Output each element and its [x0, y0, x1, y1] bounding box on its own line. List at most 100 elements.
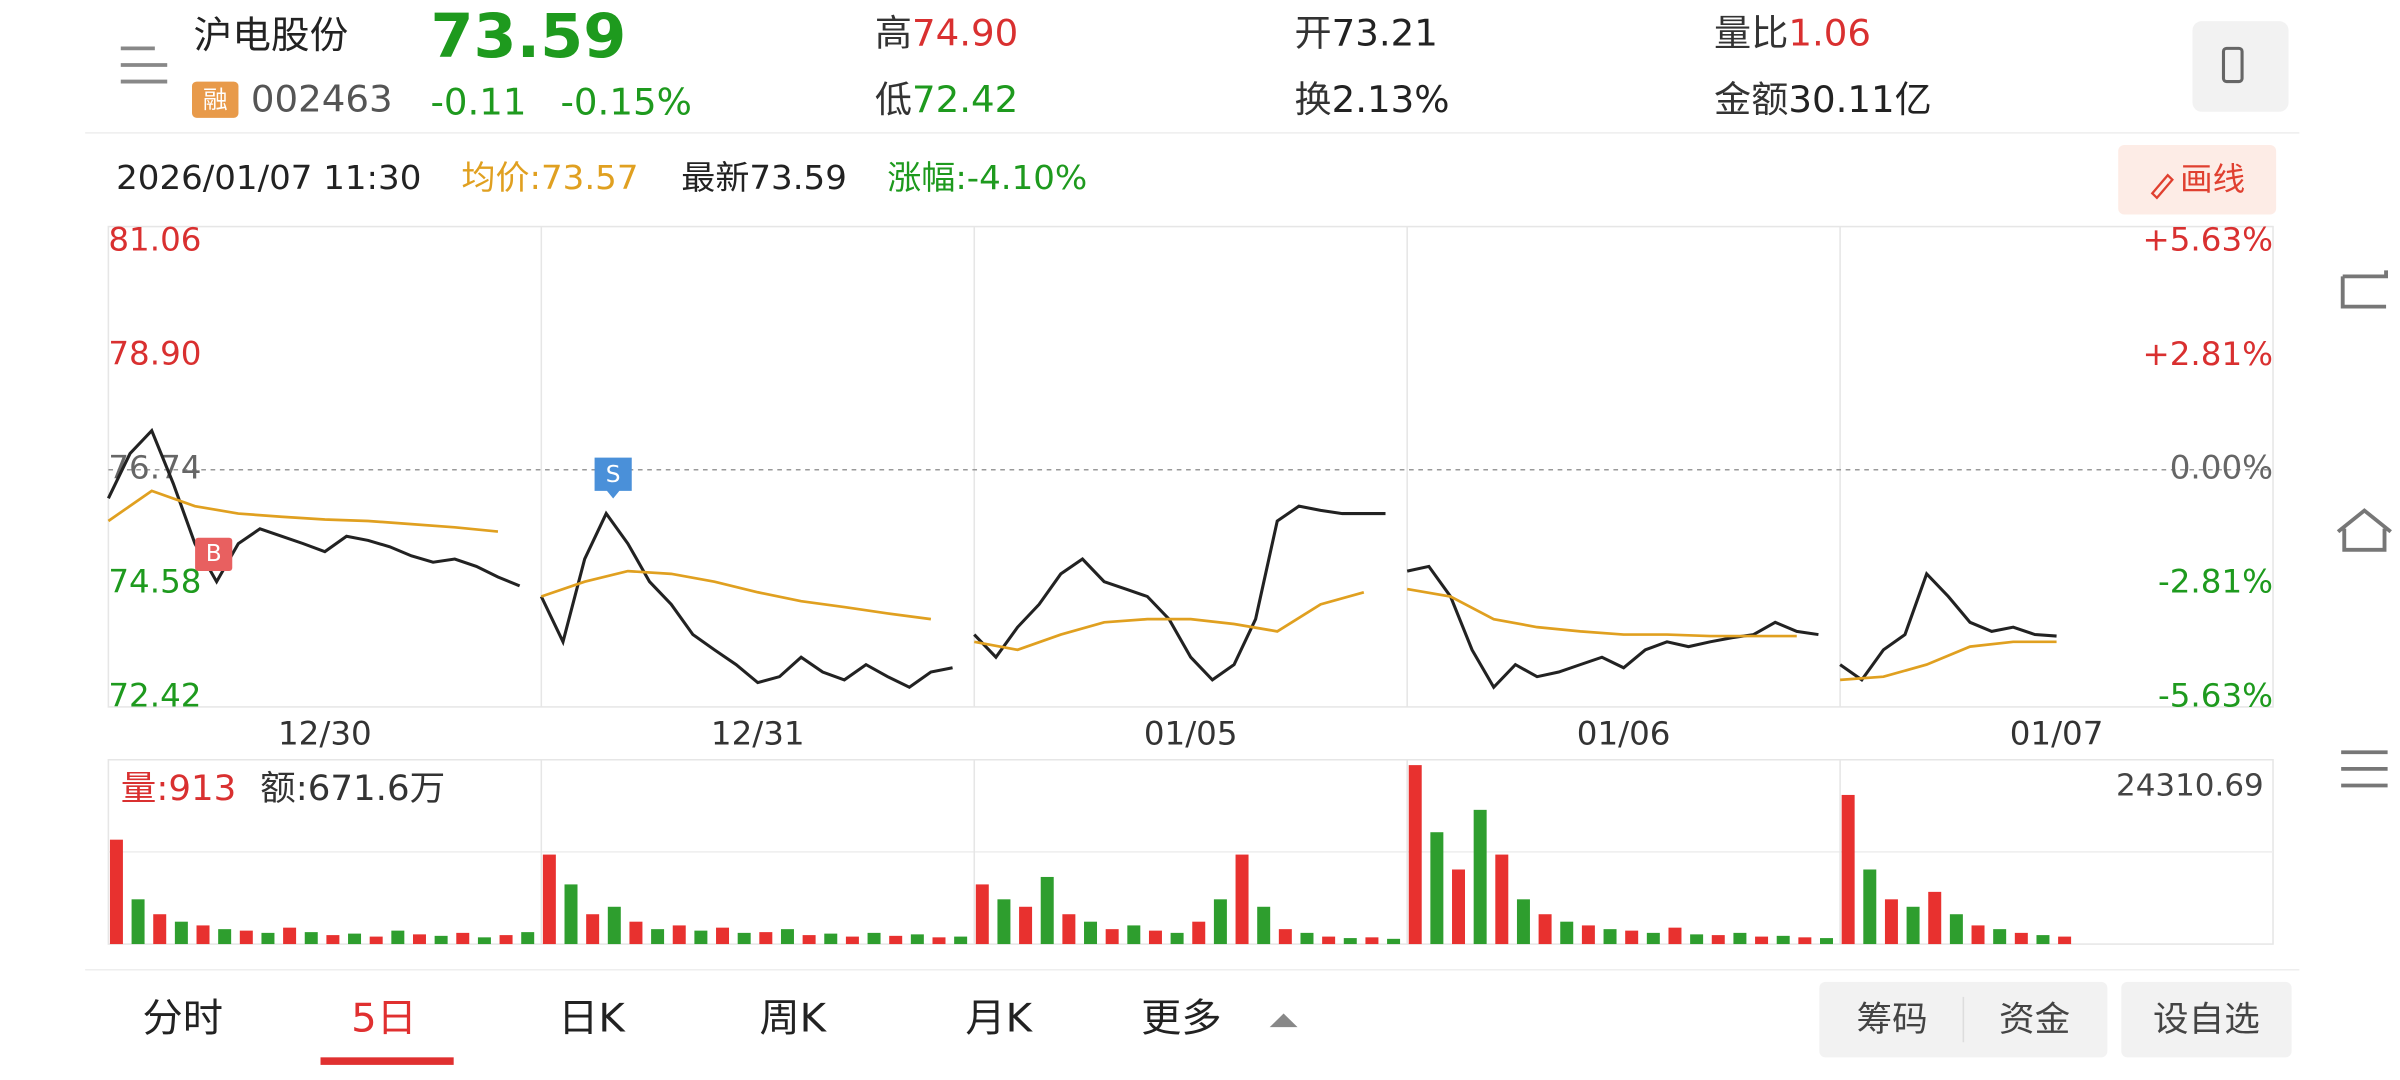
home-icon[interactable] — [2336, 508, 2392, 552]
volume-bar — [369, 936, 383, 945]
margin-badge: 融 — [203, 85, 228, 114]
watchlist-button[interactable]: 设自选 — [2153, 999, 2260, 1039]
y2-tick-label: -5.63% — [2158, 677, 2273, 715]
stat: 高74.90 — [875, 12, 1018, 54]
more-arrow — [1269, 1013, 1298, 1028]
info-avg: 均价:73.57 — [461, 159, 638, 198]
volume-bar — [651, 929, 665, 945]
y-tick-label: 74.58 — [108, 563, 201, 601]
fund-button[interactable]: 资金 — [1999, 999, 2070, 1039]
volume-bar — [348, 933, 362, 945]
tabs: 分时 5日 日K 周K 月K 更多 — [142, 996, 1298, 1065]
y-tick-label: 81.06 — [108, 221, 201, 259]
chip-button[interactable]: 筹码 — [1857, 999, 1928, 1039]
volume-bar — [109, 839, 123, 945]
volume-bar — [997, 899, 1011, 945]
stat-label: 量比 — [1714, 12, 1788, 54]
volume-bar — [1755, 936, 1769, 945]
volume-bar — [456, 932, 470, 945]
volume-bar — [1625, 930, 1639, 945]
buy-marker[interactable] — [195, 537, 233, 571]
volume-bar — [1906, 906, 1920, 945]
volume-bar — [412, 934, 426, 945]
volume-bar — [477, 937, 491, 945]
y-tick-label: 78.90 — [108, 335, 201, 373]
volume-bar — [1322, 936, 1336, 945]
tab[interactable]: 日K — [558, 996, 626, 1041]
volume-bar — [153, 914, 167, 945]
pencil-icon — [2150, 173, 2174, 200]
volume-bar — [1430, 832, 1444, 945]
recent-icon[interactable] — [2341, 750, 2388, 788]
volume-bar — [759, 932, 773, 945]
volume-bar — [1581, 925, 1595, 945]
stat: 低72.42 — [875, 78, 1018, 120]
volume-bar — [1993, 929, 2007, 945]
volume-bar — [261, 932, 275, 945]
volume-bar — [1971, 925, 1985, 945]
volume-bar — [1668, 927, 1682, 945]
tab[interactable]: 5日 — [351, 996, 417, 1041]
stat: 开73.21 — [1294, 12, 1437, 54]
stock-code: 002463 — [251, 78, 393, 120]
stat: 金额30.11亿 — [1714, 78, 1932, 120]
volume-bar — [1473, 809, 1487, 945]
tab[interactable]: 更多 — [1141, 996, 1221, 1041]
volume-bar — [326, 935, 340, 945]
button-bg — [2121, 981, 2292, 1058]
sell-label: S — [606, 462, 621, 488]
change-pct: -0.15% — [561, 81, 692, 123]
amount-label: 额:671.6万 — [260, 768, 445, 808]
volume-bar — [1127, 925, 1141, 945]
volume-bar — [1257, 906, 1271, 945]
volume-bar — [1820, 938, 1833, 945]
volume-bar — [1452, 869, 1466, 945]
y2-tick-label: +2.81% — [2143, 335, 2274, 373]
stat-value: 72.42 — [912, 78, 1018, 120]
x-tick-label: 01/06 — [1577, 715, 1671, 753]
volume-bar — [1343, 938, 1357, 945]
back-icon[interactable] — [2340, 270, 2388, 309]
volume-bar — [521, 932, 535, 945]
change: -0.11 — [430, 81, 526, 123]
volume-bar — [1408, 765, 1422, 945]
volume-bar — [2058, 936, 2072, 945]
sell-marker[interactable] — [594, 457, 632, 499]
stat: 量比1.06 — [1714, 12, 1871, 54]
volume-bar — [954, 936, 968, 945]
y-tick-label: 72.42 — [108, 677, 201, 715]
stat-value: 74.90 — [912, 12, 1018, 54]
volume-label: 量:913 — [121, 768, 237, 808]
tab[interactable]: 月K — [965, 996, 1033, 1041]
volume-bar — [1949, 914, 1963, 945]
volume-bar — [1148, 930, 1162, 945]
info-time: 2026/01/07 11:30 — [116, 159, 421, 198]
price-line — [106, 427, 2057, 690]
y2-tick-label: 0.00% — [2170, 449, 2273, 487]
volume-bar — [1603, 929, 1617, 945]
y-tick-label: 24310.69 — [2116, 769, 2264, 804]
x-tick-label: 12/30 — [278, 715, 372, 753]
x-tick-label: 12/31 — [711, 715, 805, 753]
stat-label: 金额 — [1714, 78, 1788, 120]
x-tick-label: 01/05 — [1144, 715, 1238, 753]
volume-bar — [1235, 854, 1249, 945]
volume-bar — [1884, 899, 1898, 945]
volume-bar — [1928, 891, 1942, 945]
volume-bar — [1841, 794, 1855, 945]
x-tick-label: 01/07 — [2010, 715, 2104, 753]
volume-bar — [304, 932, 318, 945]
volume-bar — [1365, 937, 1379, 945]
tab-underline — [320, 1057, 454, 1065]
menu-icon[interactable] — [120, 46, 168, 84]
stat-label: 换 — [1294, 78, 1331, 120]
stat-value: 73.21 — [1332, 12, 1438, 54]
volume-bar — [564, 884, 578, 945]
tab[interactable]: 周K — [759, 996, 827, 1041]
volume-bar — [1711, 935, 1725, 945]
tab[interactable]: 分时 — [142, 996, 222, 1041]
volume-bar — [391, 930, 405, 945]
volume-bar — [196, 925, 210, 945]
y2-tick-label: -2.81% — [2158, 563, 2273, 601]
